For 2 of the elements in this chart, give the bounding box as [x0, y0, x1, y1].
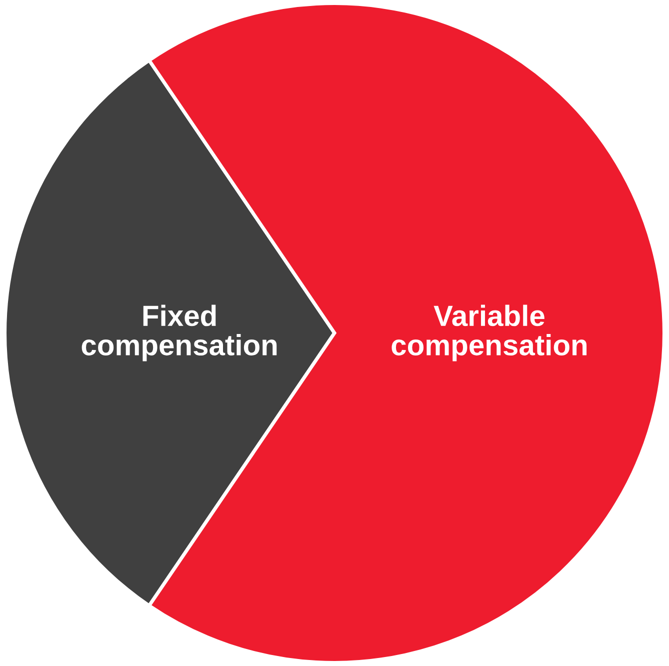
slice-label: Fixed compensation	[82, 304, 277, 362]
slice-label: Variable compensation	[392, 304, 587, 362]
